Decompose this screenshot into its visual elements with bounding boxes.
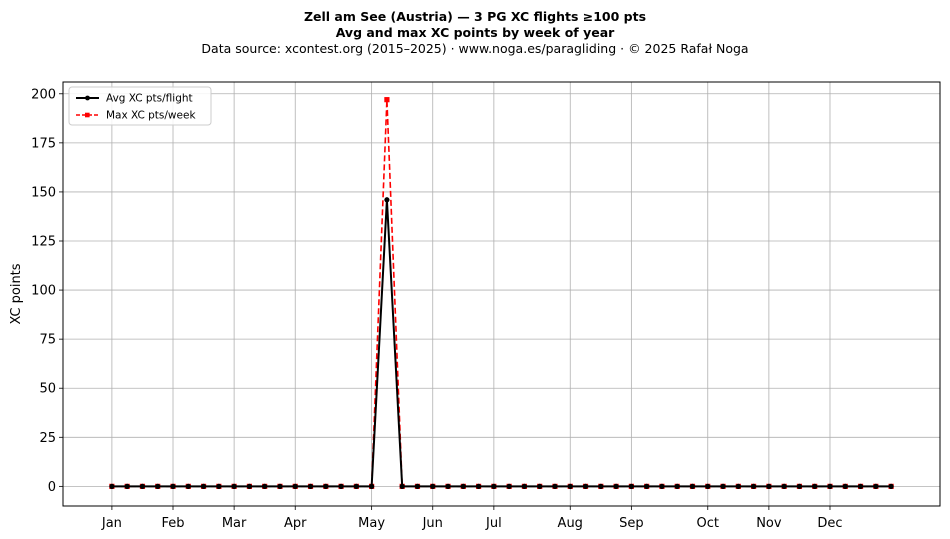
legend-label: Avg XC pts/flight <box>106 93 193 105</box>
x-tick-label: May <box>358 516 385 531</box>
avg-series-point <box>720 483 726 489</box>
avg-series-point <box>414 483 421 489</box>
x-tick-label: Jun <box>422 516 443 531</box>
legend: Avg XC pts/flight Max XC pts/week <box>68 86 212 126</box>
avg-series-point <box>262 483 268 489</box>
avg-series-point <box>567 483 573 489</box>
avg-series-point <box>888 483 894 489</box>
avg-series-point <box>705 483 711 489</box>
avg-series-point <box>460 483 466 489</box>
avg-series-point <box>842 483 848 489</box>
avg-series-point <box>384 197 390 203</box>
avg-series-point <box>873 483 879 489</box>
avg-series-point <box>582 483 589 489</box>
y-tick-label: 175 <box>31 136 56 151</box>
x-tick-label: Sep <box>619 516 644 531</box>
avg-series-point <box>537 483 543 489</box>
avg-series-point <box>246 483 253 489</box>
avg-series-point <box>506 483 512 489</box>
x-tick-label: Feb <box>161 516 184 531</box>
avg-series-point <box>475 483 482 489</box>
avg-series-point <box>109 483 115 489</box>
avg-series-point <box>674 483 680 489</box>
avg-series-point <box>430 483 436 489</box>
legend-swatch-marker <box>85 95 90 101</box>
avg-series-point <box>628 483 634 489</box>
avg-series-point <box>521 483 528 489</box>
avg-series-line <box>111 198 892 488</box>
x-tick-label: Jan <box>101 516 122 531</box>
y-tick-label: 0 <box>48 480 56 495</box>
title-block: Zell am See (Austria) — 3 PG XC flights … <box>0 9 950 57</box>
x-tick-label: Oct <box>697 516 719 531</box>
y-tick-label: 150 <box>31 185 56 200</box>
x-tick-label: Mar <box>222 516 247 531</box>
avg-series-point <box>659 483 665 489</box>
avg-series-point <box>170 483 176 489</box>
avg-series-point <box>812 483 818 489</box>
avg-series-point <box>552 483 558 489</box>
chart-subtitle: Avg and max XC points by week of year <box>335 25 615 40</box>
avg-series-point <box>323 483 329 489</box>
avg-series-point <box>200 483 207 489</box>
avg-series-point <box>735 483 741 489</box>
y-tick-label: 100 <box>31 284 56 299</box>
series-group <box>109 97 894 489</box>
legend-box <box>68 86 212 126</box>
avg-series-point <box>292 483 298 489</box>
avg-series-point <box>689 483 696 489</box>
avg-series-point <box>185 483 191 489</box>
y-tick-label: 125 <box>31 235 56 250</box>
avg-series-point <box>338 483 344 489</box>
avg-series-point <box>598 483 604 489</box>
y-tick-label: 50 <box>39 382 56 397</box>
avg-series-point <box>644 483 650 489</box>
avg-series-point <box>750 483 757 489</box>
avg-series-point <box>766 483 772 489</box>
avg-series-point <box>827 483 833 489</box>
avg-series-point <box>491 483 497 489</box>
y-tick-label: 75 <box>39 333 56 348</box>
avg-series-point <box>781 483 787 489</box>
avg-series-point <box>857 483 864 489</box>
avg-series-point <box>369 483 375 489</box>
legend-swatch-marker <box>85 112 90 118</box>
y-tick-label: 25 <box>39 431 56 446</box>
x-tick-label: Apr <box>284 516 307 531</box>
max-series-point <box>384 97 390 103</box>
x-tick-label: Jul <box>485 516 502 531</box>
x-tick-label: Dec <box>817 516 842 531</box>
max-series-line <box>111 98 892 488</box>
avg-series-point <box>445 483 451 489</box>
x-tick-label: Aug <box>558 516 583 531</box>
avg-series-point <box>277 483 283 489</box>
legend-label: Max XC pts/week <box>106 110 196 122</box>
avg-series-point <box>216 483 222 489</box>
avg-series-point <box>124 483 130 489</box>
avg-series-point <box>307 483 314 489</box>
x-tick-label: Nov <box>756 516 782 531</box>
avg-series-point <box>231 483 237 489</box>
chart-title: Zell am See (Austria) — 3 PG XC flights … <box>303 9 647 24</box>
avg-series-point <box>796 483 803 489</box>
axis-ticks: 0 25 50 75 100 125 150 175 200 Jan Feb Mar Apr May Jun… <box>31 87 842 531</box>
grid-lines <box>63 82 940 506</box>
y-tick-label: 200 <box>31 87 56 102</box>
y-axis-label: XC points <box>9 263 24 324</box>
avg-series-point <box>155 483 161 489</box>
avg-series-point <box>353 483 359 489</box>
avg-series-point <box>399 483 405 489</box>
chart-source: Data source: xcontest.org (2015–2025) · … <box>201 41 749 56</box>
avg-series-point <box>613 483 619 489</box>
avg-series-point <box>139 483 146 489</box>
plot-frame <box>62 81 941 507</box>
